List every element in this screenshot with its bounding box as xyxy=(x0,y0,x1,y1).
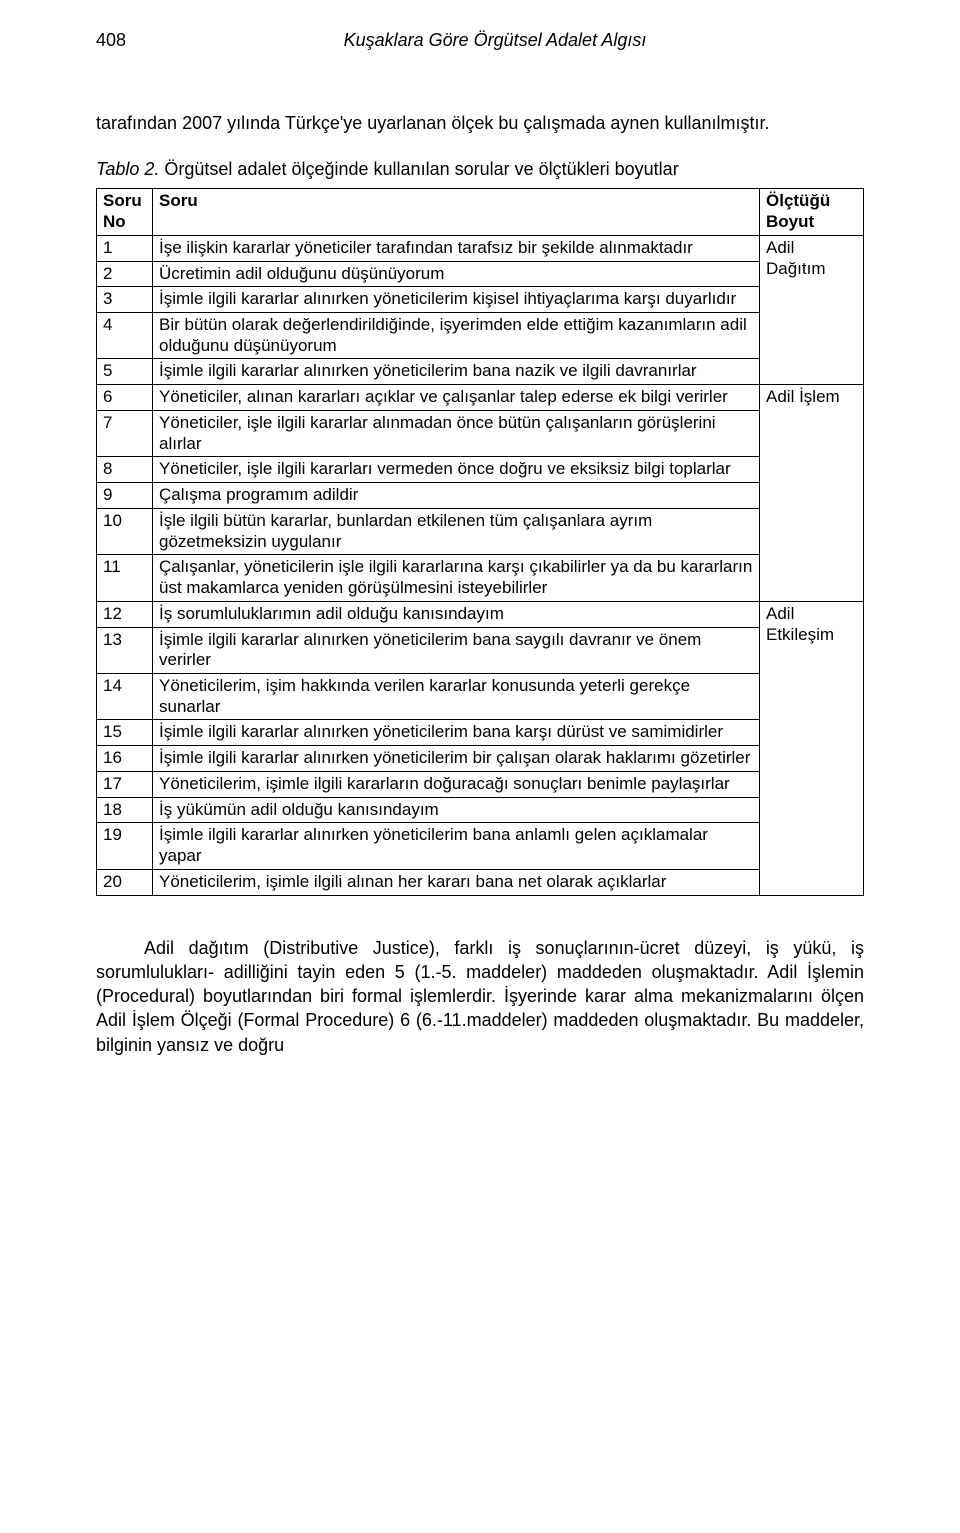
table-row: 15İşimle ilgili kararlar alınırken yönet… xyxy=(97,720,864,746)
cell-no: 16 xyxy=(97,746,153,772)
cell-no: 15 xyxy=(97,720,153,746)
cell-soru: İşimle ilgili kararlar alınırken yönetic… xyxy=(153,720,760,746)
cell-no: 7 xyxy=(97,410,153,456)
cell-soru: Çalışanlar, yöneticilerin işle ilgili ka… xyxy=(153,555,760,601)
col-header-no: Soru No xyxy=(97,189,153,235)
cell-no: 9 xyxy=(97,483,153,509)
cell-soru: İşe ilişkin kararlar yöneticiler tarafın… xyxy=(153,235,760,261)
cell-no: 5 xyxy=(97,359,153,385)
intro-paragraph: tarafından 2007 yılında Türkçe'ye uyarla… xyxy=(96,111,864,135)
cell-no: 3 xyxy=(97,287,153,313)
cell-soru: İşimle ilgili kararlar alınırken yönetic… xyxy=(153,627,760,673)
cell-no: 14 xyxy=(97,673,153,719)
cell-soru: Yöneticilerim, işim hakkında verilen kar… xyxy=(153,673,760,719)
table-caption-text: Örgütsel adalet ölçeğinde kullanılan sor… xyxy=(164,159,678,179)
cell-no: 12 xyxy=(97,601,153,627)
table-row: 4Bir bütün olarak değerlendirildiğinde, … xyxy=(97,312,864,358)
cell-dimension: Adil Dağıtım xyxy=(760,235,864,384)
cell-dimension: Adil Etkileşim xyxy=(760,601,864,895)
cell-no: 2 xyxy=(97,261,153,287)
cell-soru: Yöneticiler, işle ilgili kararlar alınma… xyxy=(153,410,760,456)
table-row: 9Çalışma programım adildir xyxy=(97,483,864,509)
cell-no: 6 xyxy=(97,385,153,411)
col-header-dim: Ölçtüğü Boyut xyxy=(760,189,864,235)
cell-no: 10 xyxy=(97,508,153,554)
table-row: 5İşimle ilgili kararlar alınırken yöneti… xyxy=(97,359,864,385)
cell-no: 17 xyxy=(97,771,153,797)
table-caption: Tablo 2. Örgütsel adalet ölçeğinde kulla… xyxy=(96,159,864,180)
table-caption-label: Tablo 2. xyxy=(96,159,159,179)
page-number: 408 xyxy=(96,30,126,51)
table-header-row: Soru No Soru Ölçtüğü Boyut xyxy=(97,189,864,235)
cell-soru: Yöneticilerim, işimle ilgili alınan her … xyxy=(153,869,760,895)
cell-soru: İşimle ilgili kararlar alınırken yönetic… xyxy=(153,746,760,772)
cell-soru: Yöneticiler, alınan kararları açıklar ve… xyxy=(153,385,760,411)
cell-soru: İşimle ilgili kararlar alınırken yönetic… xyxy=(153,359,760,385)
table-row: 2Ücretimin adil olduğunu düşünüyorum xyxy=(97,261,864,287)
table-row: 16İşimle ilgili kararlar alınırken yönet… xyxy=(97,746,864,772)
table-row: 13İşimle ilgili kararlar alınırken yönet… xyxy=(97,627,864,673)
page-root: 408 Kuşaklara Göre Örgütsel Adalet Algıs… xyxy=(0,0,960,1533)
cell-soru: Yöneticiler, işle ilgili kararları verme… xyxy=(153,457,760,483)
cell-no: 11 xyxy=(97,555,153,601)
table-row: 19İşimle ilgili kararlar alınırken yönet… xyxy=(97,823,864,869)
survey-table: Soru No Soru Ölçtüğü Boyut 1İşe ilişkin … xyxy=(96,188,864,895)
table-row: 18İş yükümün adil olduğu kanısındayım xyxy=(97,797,864,823)
cell-no: 20 xyxy=(97,869,153,895)
table-row: 6Yöneticiler, alınan kararları açıklar v… xyxy=(97,385,864,411)
table-row: 10İşle ilgili bütün kararlar, bunlardan … xyxy=(97,508,864,554)
table-row: 3İşimle ilgili kararlar alınırken yöneti… xyxy=(97,287,864,313)
cell-no: 1 xyxy=(97,235,153,261)
table-row: 17Yöneticilerim, işimle ilgili kararları… xyxy=(97,771,864,797)
cell-soru: Bir bütün olarak değerlendirildiğinde, i… xyxy=(153,312,760,358)
table-row: 11Çalışanlar, yöneticilerin işle ilgili … xyxy=(97,555,864,601)
col-header-soru: Soru xyxy=(153,189,760,235)
cell-soru: İşle ilgili bütün kararlar, bunlardan et… xyxy=(153,508,760,554)
table-row: 1İşe ilişkin kararlar yöneticiler tarafı… xyxy=(97,235,864,261)
cell-soru: İşimle ilgili kararlar alınırken yönetic… xyxy=(153,287,760,313)
cell-no: 4 xyxy=(97,312,153,358)
page-header: 408 Kuşaklara Göre Örgütsel Adalet Algıs… xyxy=(96,28,864,51)
cell-no: 8 xyxy=(97,457,153,483)
cell-no: 13 xyxy=(97,627,153,673)
table-row: 7Yöneticiler, işle ilgili kararlar alınm… xyxy=(97,410,864,456)
page-title: Kuşaklara Göre Örgütsel Adalet Algısı xyxy=(126,30,864,51)
cell-no: 18 xyxy=(97,797,153,823)
cell-soru: Ücretimin adil olduğunu düşünüyorum xyxy=(153,261,760,287)
cell-dimension: Adil İşlem xyxy=(760,385,864,602)
table-row: 8Yöneticiler, işle ilgili kararları verm… xyxy=(97,457,864,483)
cell-soru: İş sorumluluklarımın adil olduğu kanısın… xyxy=(153,601,760,627)
table-row: 20Yöneticilerim, işimle ilgili alınan he… xyxy=(97,869,864,895)
cell-soru: İş yükümün adil olduğu kanısındayım xyxy=(153,797,760,823)
cell-soru: Çalışma programım adildir xyxy=(153,483,760,509)
cell-soru: İşimle ilgili kararlar alınırken yönetic… xyxy=(153,823,760,869)
table-row: 12İş sorumluluklarımın adil olduğu kanıs… xyxy=(97,601,864,627)
cell-soru: Yöneticilerim, işimle ilgili kararların … xyxy=(153,771,760,797)
footer-paragraph: Adil dağıtım (Distributive Justice), far… xyxy=(96,936,864,1057)
table-row: 14Yöneticilerim, işim hakkında verilen k… xyxy=(97,673,864,719)
cell-no: 19 xyxy=(97,823,153,869)
